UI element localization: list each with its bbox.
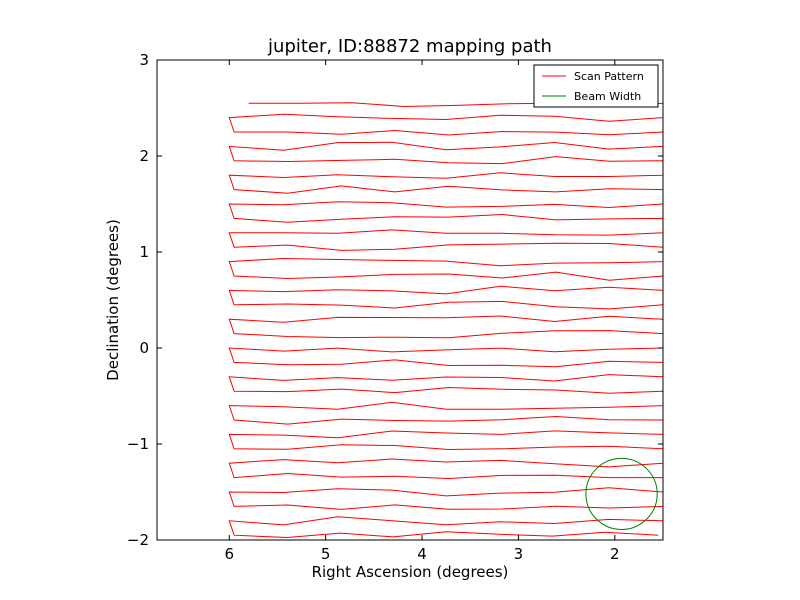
x-tick-label: 5 [321,545,331,563]
y-tick-label: 0 [139,339,149,357]
scan-pattern-line [228,102,663,539]
x-axis-ticks: 6 5 4 3 2 [225,60,620,563]
x-tick-label: 4 [417,545,427,563]
beam-width-circle [585,457,658,530]
x-tick-label: 2 [610,545,620,563]
legend-box [533,64,659,108]
legend-scan-pattern-label: Scan Pattern [574,70,644,83]
x-tick-label: 3 [514,545,524,563]
y-axis-ticks: 3 2 1 0 −1 −2 [127,51,663,549]
legend: Scan Pattern Beam Width [533,64,659,108]
y-axis-label: Declination (degrees) [104,219,122,381]
legend-beam-width-label: Beam Width [574,90,641,103]
y-tick-label: 1 [139,243,149,261]
x-axis-label: Right Ascension (degrees) [312,563,509,581]
scan-pattern-layer [228,102,663,539]
plot-frame [156,59,664,541]
x-tick-label: 6 [225,545,235,563]
chart-title: jupiter, ID:88872 mapping path [267,36,552,57]
y-tick-label: −1 [127,435,149,453]
y-tick-label: −2 [127,531,149,549]
y-tick-label: 3 [139,51,149,69]
beam-width-layer [585,457,658,530]
y-tick-label: 2 [139,147,149,165]
